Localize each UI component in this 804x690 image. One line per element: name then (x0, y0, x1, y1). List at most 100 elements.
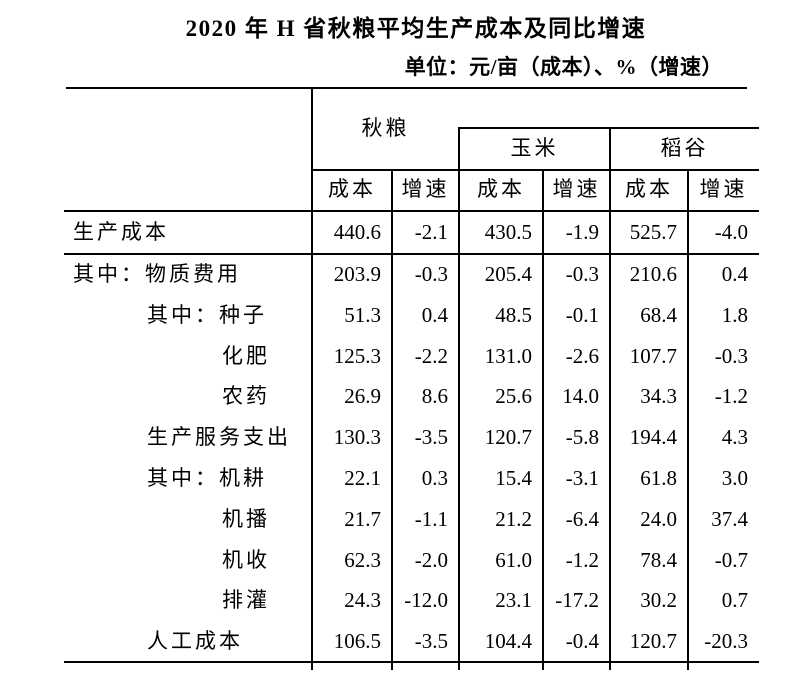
table-group-bottom-line (312, 169, 759, 171)
cell-value: 106.5 (333, 629, 381, 654)
table-total-row-underline (64, 253, 759, 255)
cell-value: -0.3 (414, 262, 448, 286)
cell-value: -17.2 (555, 588, 599, 613)
page-title: 2020 年 H 省秋粮平均生产成本及同比增速 (185, 16, 647, 41)
cell-value: -0.3 (714, 343, 748, 368)
table-top-border (66, 87, 747, 89)
cell-value: 62.3 (344, 547, 381, 572)
cell-value: 0.3 (421, 466, 448, 490)
unit-note: 单位：元/亩（成本）、%（增速） (404, 55, 723, 79)
cell-value: -1.2 (714, 384, 748, 409)
cell-value: 21.7 (344, 506, 381, 531)
cell-value: -0.3 (565, 262, 599, 286)
subheader-growth-autumn: 增速 (401, 177, 450, 201)
cell-value: -2.6 (565, 343, 599, 368)
cell-value: -2.2 (414, 343, 448, 368)
cell-value: 0.7 (721, 588, 748, 613)
header-corn: 玉米 (510, 136, 559, 160)
row-label: 机收 (222, 547, 270, 572)
cell-value: 23.1 (495, 588, 532, 613)
cell-value: -6.4 (565, 506, 599, 531)
cell-value: 0.4 (421, 302, 448, 327)
cell-value: 25.6 (495, 384, 532, 409)
cell-value: 61.8 (640, 466, 677, 490)
cell-value: 8.6 (421, 384, 448, 409)
table-vline-corn-left (458, 127, 460, 670)
cell-value: 26.9 (344, 384, 381, 409)
cell-value: 37.4 (711, 506, 748, 531)
table-vline-rice-split (687, 169, 689, 670)
cell-value: 0.4 (721, 262, 748, 286)
cell-value: -0.4 (565, 629, 599, 654)
cell-value: -1.2 (565, 547, 599, 572)
cell-value: 120.7 (629, 629, 677, 654)
row-label: 农药 (222, 384, 270, 409)
cell-value: 107.7 (629, 343, 677, 368)
cell-value: -3.5 (414, 425, 448, 450)
header-autumn-grain: 秋粮 (361, 116, 410, 140)
table-vline-label (311, 87, 313, 670)
cell-value: 210.6 (629, 262, 677, 286)
cell-value: -20.3 (704, 629, 748, 654)
cell-value: 78.4 (640, 547, 677, 572)
cell-value: -2.0 (414, 547, 448, 572)
row-label: 排灌 (222, 588, 270, 613)
row-label: 其中：物质费用 (73, 262, 241, 286)
cell-value: 61.0 (495, 547, 532, 572)
cell-value: 24.3 (344, 588, 381, 613)
cell-value: 14.0 (562, 384, 599, 409)
table-vline-rice-left (609, 127, 611, 670)
row-label: 生产成本 (73, 220, 169, 244)
cell-value: 34.3 (640, 384, 677, 409)
cell-value: -1.1 (414, 506, 448, 531)
cell-value: 24.0 (640, 506, 677, 531)
cell-value: -12.0 (404, 588, 448, 613)
row-label: 其中：机耕 (147, 466, 267, 490)
row-label: 化肥 (222, 343, 270, 368)
cell-value: -2.1 (414, 220, 448, 244)
header-rice: 稻谷 (660, 136, 709, 160)
subheader-growth-rice: 增速 (699, 177, 748, 201)
cell-value: 525.7 (629, 220, 677, 244)
cell-value: -4.0 (714, 220, 748, 244)
cell-value: 104.4 (484, 629, 532, 654)
table-header-underline (64, 210, 759, 212)
cell-value: -1.9 (565, 220, 599, 244)
cell-value: 21.2 (495, 506, 532, 531)
cell-value: -0.1 (565, 302, 599, 327)
cell-value: -0.7 (714, 547, 748, 572)
table-vline-corn-split (542, 169, 544, 670)
subheader-cost-autumn: 成本 (328, 177, 376, 201)
row-label: 人工成本 (147, 629, 243, 654)
cell-value: -5.8 (565, 425, 599, 450)
cell-value: 205.4 (484, 262, 532, 286)
subheader-growth-corn: 增速 (552, 177, 601, 201)
cell-value: 1.8 (721, 302, 748, 327)
cell-value: 4.3 (721, 425, 748, 450)
cell-value: 48.5 (495, 302, 532, 327)
cell-value: 22.1 (344, 466, 381, 490)
cell-value: 68.4 (640, 302, 677, 327)
table-bottom-border (64, 661, 759, 663)
cell-value: -3.1 (565, 466, 599, 490)
row-label: 机播 (222, 506, 270, 531)
cell-value: 125.3 (333, 343, 381, 368)
cell-value: -3.5 (414, 629, 448, 654)
table-vline-qiuliang-split (391, 169, 393, 670)
cell-value: 194.4 (629, 425, 677, 450)
cell-value: 130.3 (333, 425, 381, 450)
subheader-cost-rice: 成本 (625, 177, 673, 201)
cell-value: 203.9 (333, 262, 381, 286)
cell-value: 440.6 (333, 220, 381, 244)
row-label: 其中：种子 (147, 302, 267, 327)
cell-value: 3.0 (721, 466, 748, 490)
subheader-cost-corn: 成本 (477, 177, 525, 201)
row-label: 生产服务支出 (147, 425, 291, 450)
cell-value: 131.0 (484, 343, 532, 368)
cell-value: 120.7 (484, 425, 532, 450)
cell-value: 15.4 (495, 466, 532, 490)
cell-value: 30.2 (640, 588, 677, 613)
cell-value: 51.3 (344, 302, 381, 327)
cell-value: 430.5 (484, 220, 532, 244)
